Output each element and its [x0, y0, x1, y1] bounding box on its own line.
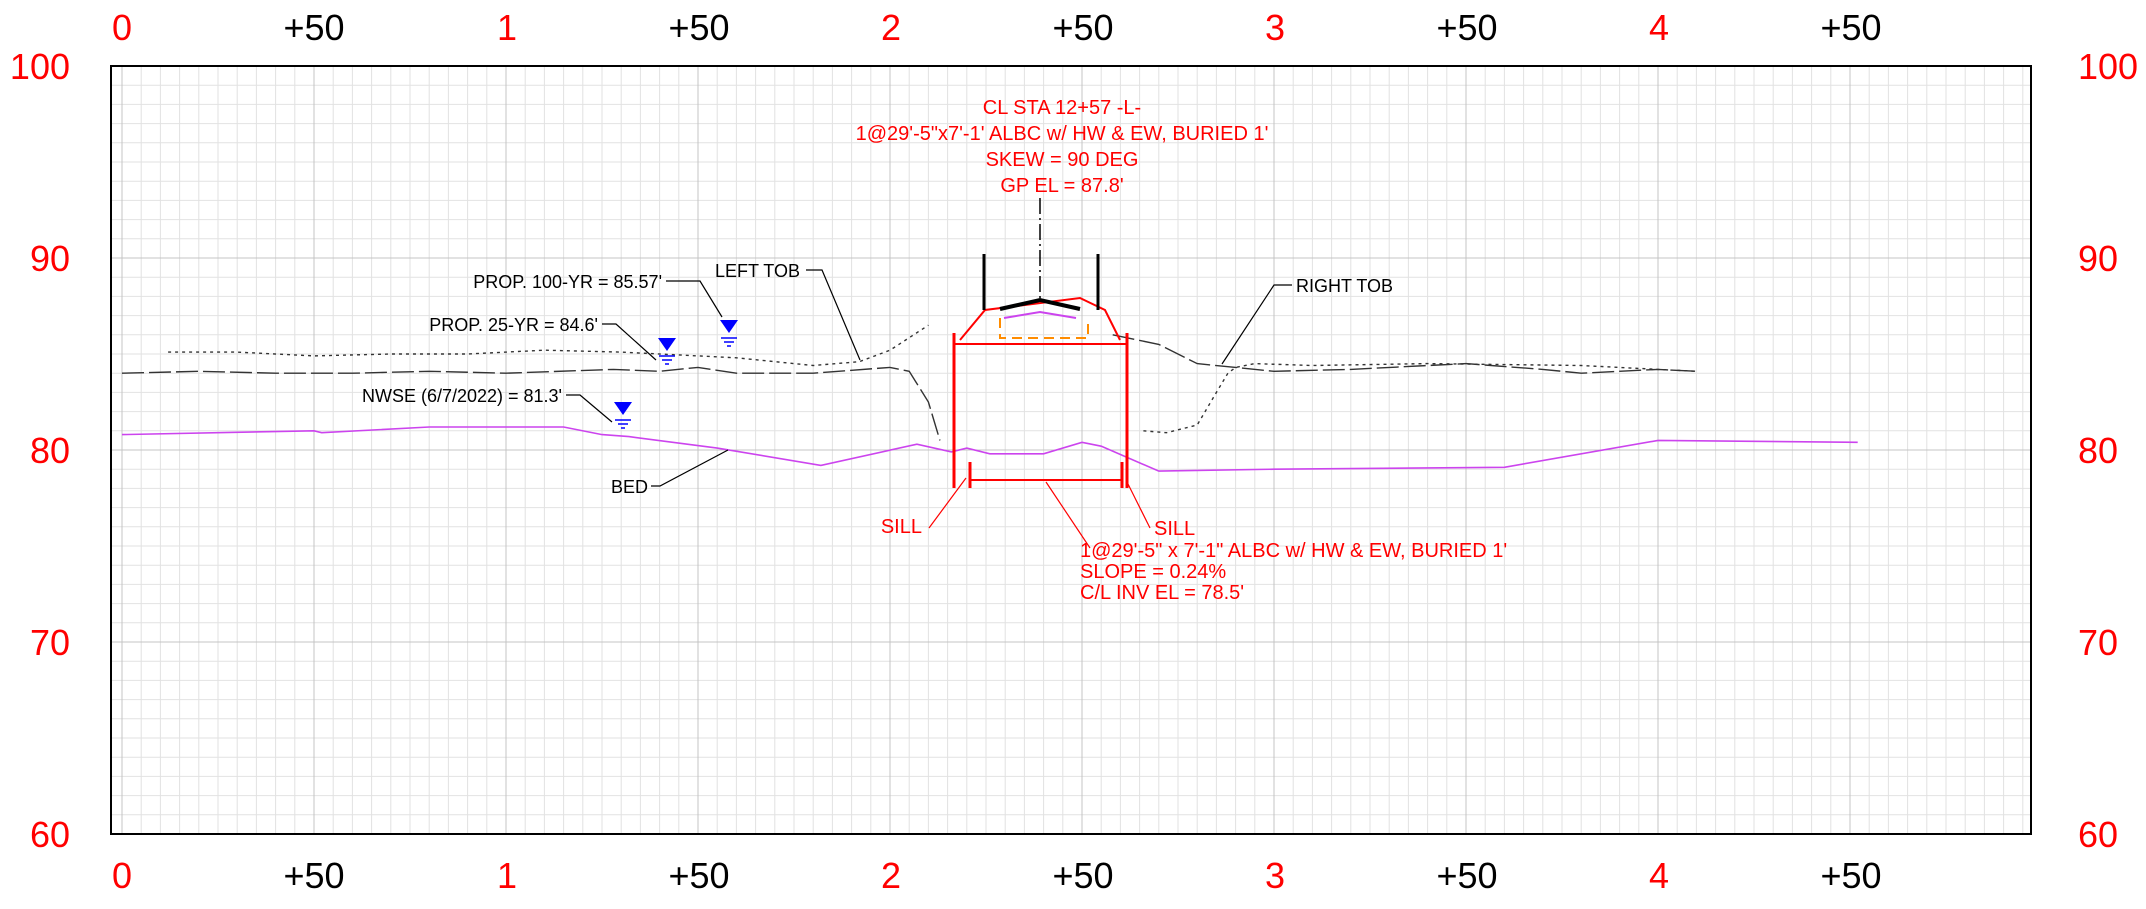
station-label: 4: [1649, 855, 1669, 896]
leader-sill-left: [928, 477, 967, 529]
bed-label: BED: [611, 477, 648, 497]
station-label: +50: [1820, 855, 1881, 896]
headwall-orange: [999, 318, 1089, 339]
water-surface-100yr-icon: [720, 320, 738, 347]
roadway-section-purple: [1003, 310, 1077, 319]
elevation-label: 90: [30, 238, 70, 279]
station-label: +50: [1436, 7, 1497, 48]
nwse-label: NWSE (6/7/2022) = 81.3': [362, 386, 562, 406]
station-label: +50: [668, 855, 729, 896]
station-label: +50: [1436, 855, 1497, 896]
station-label: 2: [881, 855, 901, 896]
station-label: 1: [497, 7, 517, 48]
elevation-label: 100: [2078, 46, 2138, 87]
right-tob-label: RIGHT TOB: [1296, 276, 1393, 296]
crossing-note-line3: SKEW = 90 DEG: [986, 149, 1139, 171]
culvert-note-line2: SLOPE = 0.24%: [1080, 561, 1226, 583]
bed-line: [121, 426, 1858, 472]
crossing-note-line2: 1@29'-5"x7'-1' ALBC w/ HW & EW, BURIED 1…: [856, 123, 1269, 145]
water-surface-25yr-icon: [658, 338, 676, 365]
station-label: +50: [1052, 7, 1113, 48]
water-symbols: [614, 320, 738, 429]
station-label: +50: [283, 855, 344, 896]
culvert-note-line3: C/L INV EL = 78.5': [1080, 582, 1244, 604]
station-labels-top: 0 +50 1 +50 2 +50 3 +50 4 +50: [112, 7, 1882, 48]
elevation-label: 90: [2078, 238, 2118, 279]
leader-lines: [566, 269, 1292, 549]
roadway-section: [999, 297, 1081, 311]
station-label: 1: [497, 855, 517, 896]
profile-lines: [121, 324, 1858, 472]
station-labels-bottom: 0 +50 1 +50 2 +50 3 +50 4 +50: [112, 855, 1882, 896]
road-embankment: [959, 296, 1121, 341]
station-label: +50: [1820, 7, 1881, 48]
crossing-note-line1: CL STA 12+57 -L-: [983, 97, 1141, 119]
leader-100yr: [666, 280, 723, 318]
leader-nwse: [566, 394, 613, 423]
station-label: 2: [881, 7, 901, 48]
culvert-structure: [952, 198, 1129, 488]
prop-100yr-label: PROP. 100-YR = 85.57': [473, 272, 662, 292]
sill-right-label: SILL: [1154, 518, 1195, 540]
leader-sill-right: [1125, 479, 1151, 529]
culvert-note-line1: 1@29'-5" x 7'-1" ALBC w/ HW & EW, BURIED…: [1080, 540, 1507, 562]
elevation-label: 70: [30, 622, 70, 663]
station-label: 3: [1265, 855, 1285, 896]
right-ground-line: [1112, 334, 1697, 374]
station-label: 0: [112, 7, 132, 48]
crossing-note-line4: GP EL = 87.8': [1000, 175, 1123, 197]
elevation-labels-left: 100 90 80 70 60: [10, 46, 70, 855]
plot-frame: [110, 65, 2032, 835]
leader-right-tob: [1221, 284, 1292, 365]
left-tob-label: LEFT TOB: [715, 261, 800, 281]
leader-bed: [651, 449, 729, 487]
station-label: 3: [1265, 7, 1285, 48]
station-label: +50: [668, 7, 729, 48]
station-label: +50: [1052, 855, 1113, 896]
elevation-label: 60: [2078, 814, 2118, 855]
annotations: CL STA 12+57 -L- 1@29'-5"x7'-1' ALBC w/ …: [362, 97, 1507, 604]
leader-culvert: [1045, 481, 1091, 549]
right-bank-line: [1143, 362, 1697, 434]
prop-25yr-label: PROP. 25-YR = 84.6': [429, 315, 598, 335]
station-label: +50: [283, 7, 344, 48]
station-label: 4: [1649, 7, 1669, 48]
elevation-label: 100: [10, 46, 70, 87]
elevation-label: 80: [2078, 430, 2118, 471]
leader-left-tob: [806, 269, 861, 361]
leader-25yr: [602, 323, 657, 361]
elevation-label: 80: [30, 430, 70, 471]
left-ground-line: [121, 366, 941, 441]
elevation-label: 60: [30, 814, 70, 855]
elevation-labels-right: 100 90 80 70 60: [2078, 46, 2138, 855]
water-surface-nwse-icon: [614, 402, 632, 429]
sill-left-label: SILL: [881, 516, 922, 538]
elevation-label: 70: [2078, 622, 2118, 663]
station-label: 0: [112, 855, 132, 896]
